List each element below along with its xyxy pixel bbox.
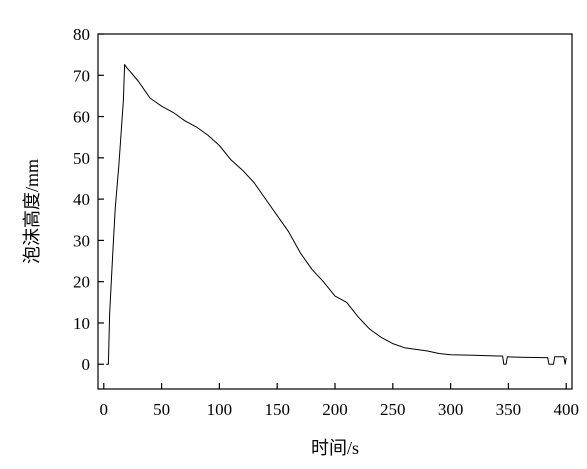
x-tick-label-250: 250 (380, 400, 406, 419)
x-tick-label-300: 300 (438, 400, 464, 419)
x-tick-label-50: 50 (153, 400, 170, 419)
x-tick-label-200: 200 (322, 400, 348, 419)
y-tick-label-30: 30 (73, 231, 90, 250)
y-tick-label-10: 10 (73, 314, 90, 333)
y-tick-label-60: 60 (73, 108, 90, 127)
y-axis-ticks: 0 10 20 30 40 50 60 70 80 (73, 25, 104, 374)
x-tick-label-0: 0 (100, 400, 109, 419)
x-axis-ticks: 0 50 100 150 200 250 300 350 400 (100, 383, 579, 419)
plot-frame (97, 33, 573, 390)
y-tick-label-70: 70 (73, 66, 90, 85)
x-tick-label-150: 150 (264, 400, 290, 419)
y-tick-label-50: 50 (73, 149, 90, 168)
y-tick-label-80: 80 (73, 25, 90, 44)
y-tick-label-40: 40 (73, 190, 90, 209)
x-tick-label-100: 100 (207, 400, 233, 419)
y-tick-label-0: 0 (82, 355, 91, 374)
x-tick-label-400: 400 (553, 400, 579, 419)
foam-height-series-line (106, 64, 567, 365)
x-axis-title: 时间/s (311, 438, 359, 458)
y-tick-label-20: 20 (73, 273, 90, 292)
y-axis-title: 泡沫高度/mm (22, 159, 42, 264)
x-tick-label-350: 350 (496, 400, 522, 419)
